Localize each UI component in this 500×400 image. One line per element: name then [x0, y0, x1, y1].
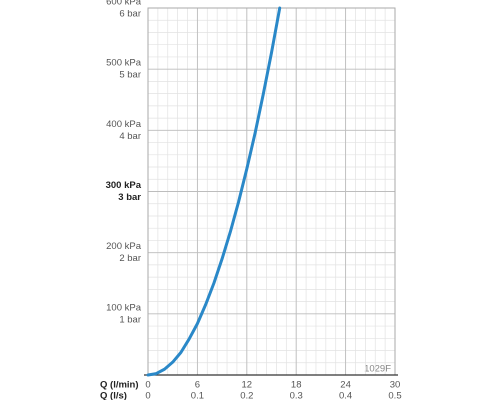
y2-tick-label: 2 bar — [119, 253, 141, 264]
y-tick-label: 200 kPa — [106, 241, 142, 252]
x-tick-label: 12 — [242, 380, 253, 391]
x-axis-title: Q (l/min) — [100, 380, 139, 391]
x2-tick-label: 0 — [145, 391, 150, 400]
y2-tick-label: 4 bar — [119, 131, 141, 142]
x-tick-label: 0 — [145, 380, 150, 391]
x-tick-label: 24 — [340, 380, 351, 391]
y2-tick-label: 3 bar — [118, 192, 141, 203]
y-tick-label: 400 kPa — [106, 119, 142, 130]
x-tick-label: 30 — [390, 380, 401, 391]
x2-tick-label: 0.5 — [388, 391, 401, 400]
code-label: 1029F — [364, 364, 391, 375]
y-tick-label: 100 kPa — [106, 302, 142, 313]
x-tick-label: 18 — [291, 380, 302, 391]
y-tick-label: 300 kPa — [106, 180, 142, 191]
x2-tick-label: 0.3 — [290, 391, 303, 400]
y-tick-label: 500 kPa — [106, 58, 142, 69]
y-tick-label: 600 kPa — [106, 0, 142, 8]
x2-tick-label: 0.1 — [191, 391, 204, 400]
y2-tick-label: 6 bar — [119, 9, 141, 20]
curve — [146, 6, 282, 377]
y2-tick-label: 5 bar — [119, 70, 141, 81]
x2-tick-label: 0.4 — [339, 391, 352, 400]
y2-tick-label: 1 bar — [119, 314, 141, 325]
x2-tick-label: 0.2 — [240, 391, 253, 400]
x2-axis-title: Q (l/s) — [100, 391, 127, 400]
x-tick-label: 6 — [195, 380, 200, 391]
